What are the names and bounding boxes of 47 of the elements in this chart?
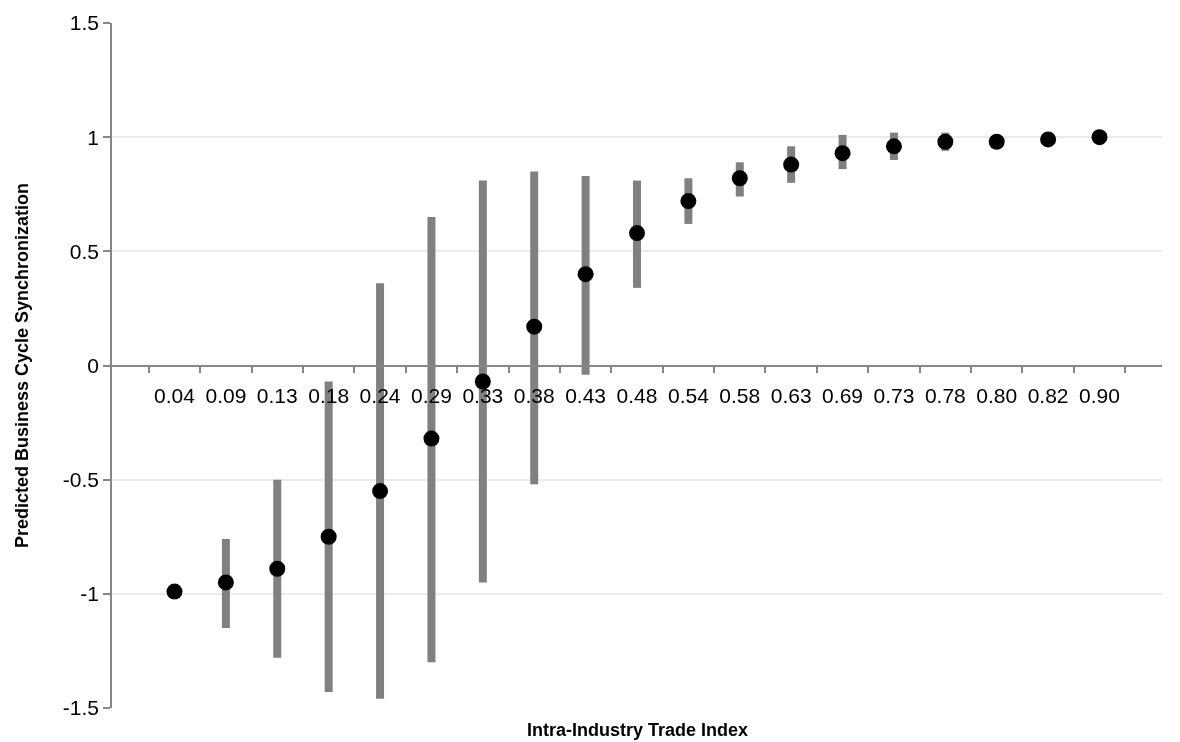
y-tick-label: 0.5	[69, 239, 100, 263]
y-axis-title: Predicted Business Cycle Synchronization	[11, 182, 32, 549]
x-tick-label: 0.09	[205, 384, 247, 408]
point	[577, 266, 594, 283]
point	[834, 145, 851, 162]
point	[166, 583, 183, 600]
x-tick-label: 0.58	[719, 384, 761, 408]
x-tick-label: 0.80	[976, 384, 1018, 408]
point	[320, 528, 337, 545]
x-tick-label: 0.18	[308, 384, 350, 408]
x-tick-label: 0.69	[822, 384, 863, 408]
y-tick-label: 0	[87, 353, 100, 377]
x-tick-label: 0.73	[873, 384, 915, 408]
x-tick-label: 0.82	[1027, 384, 1069, 408]
x-tick-label: 0.54	[667, 384, 710, 408]
point	[526, 318, 543, 335]
point	[1040, 131, 1057, 148]
y-tick-label: -0.5	[62, 468, 100, 492]
x-tick-label: 0.48	[616, 384, 658, 408]
x-tick-label: 0.43	[565, 384, 607, 408]
x-tick-label: 0.24	[359, 384, 401, 408]
x-axis-title: Intra-Industry Trade Index	[527, 720, 749, 740]
point	[988, 133, 1005, 150]
x-tick-label: 0.78	[924, 384, 966, 408]
point	[629, 225, 645, 242]
x-tick-label: 0.13	[256, 384, 298, 408]
x-tick-label: 0.90	[1079, 384, 1120, 408]
x-tick-label: 0.63	[770, 384, 812, 408]
y-tick-label: 1	[87, 125, 100, 149]
x-tick-label: 0.38	[513, 384, 555, 408]
x-tick-label: 0.29	[411, 384, 452, 408]
x-tick-label: 0.04	[154, 384, 196, 408]
point	[474, 373, 491, 390]
point	[937, 133, 954, 150]
point	[217, 574, 234, 591]
point	[1091, 129, 1108, 146]
point	[783, 156, 800, 173]
point	[885, 138, 902, 155]
point	[731, 170, 748, 187]
y-tick-label: 1.5	[69, 11, 100, 35]
point	[372, 483, 389, 500]
point	[680, 193, 697, 210]
y-tick-label: -1.5	[62, 696, 100, 720]
x-tick-label: 0.33	[462, 384, 504, 408]
point	[423, 430, 440, 447]
y-tick-label: -1	[80, 582, 100, 606]
point	[269, 560, 286, 577]
